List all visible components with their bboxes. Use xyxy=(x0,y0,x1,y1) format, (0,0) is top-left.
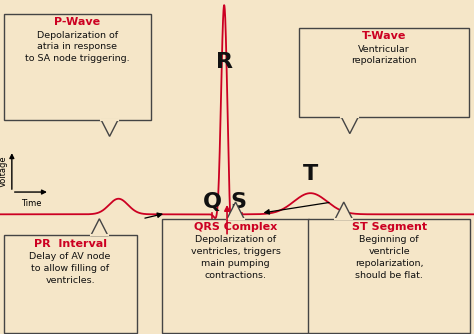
Polygon shape xyxy=(91,219,108,235)
FancyBboxPatch shape xyxy=(299,28,469,117)
Text: P: P xyxy=(110,238,127,258)
Text: Ventricular
repolarization: Ventricular repolarization xyxy=(351,44,417,65)
Text: T-Wave: T-Wave xyxy=(362,31,406,41)
FancyBboxPatch shape xyxy=(4,235,137,333)
Text: R: R xyxy=(216,52,233,72)
FancyBboxPatch shape xyxy=(162,219,309,333)
Text: PR  Interval: PR Interval xyxy=(34,239,107,249)
FancyBboxPatch shape xyxy=(308,219,470,333)
Text: Delay of AV node
to allow filling of
ventricles.: Delay of AV node to allow filling of ven… xyxy=(29,252,111,285)
Text: P-Wave: P-Wave xyxy=(54,17,100,27)
Text: ST Segment: ST Segment xyxy=(352,222,427,232)
Text: T: T xyxy=(303,164,318,184)
Text: S: S xyxy=(230,191,246,211)
Text: Time: Time xyxy=(20,199,41,208)
Polygon shape xyxy=(335,202,352,219)
Text: Voltage: Voltage xyxy=(0,155,8,187)
Text: Depolarization of
atria in response
to SA node triggering.: Depolarization of atria in response to S… xyxy=(25,31,129,63)
Text: Depolarization of
ventricles, triggers
main pumping
contractions.: Depolarization of ventricles, triggers m… xyxy=(191,235,281,280)
Polygon shape xyxy=(101,120,118,136)
Text: Beginning of
ventricle
repolarization,
should be flat.: Beginning of ventricle repolarization, s… xyxy=(355,235,423,280)
Polygon shape xyxy=(341,117,358,134)
Text: QRS Complex: QRS Complex xyxy=(194,222,277,232)
Polygon shape xyxy=(227,202,244,219)
Text: Q: Q xyxy=(202,191,221,211)
FancyBboxPatch shape xyxy=(4,14,151,120)
